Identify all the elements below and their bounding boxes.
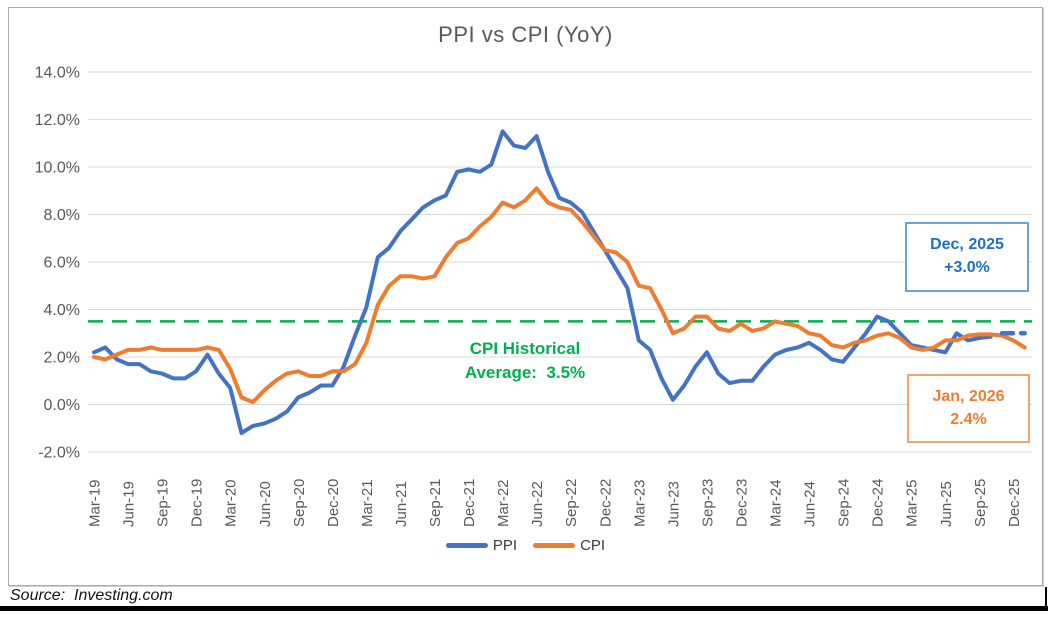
legend-label-ppi: PPI — [492, 537, 518, 554]
cpi-average-annotation-line1: CPI Historical — [469, 339, 581, 358]
ppi-forecast-date: Dec, 2025 — [930, 236, 1004, 253]
ppi-forecast-value: +3.0% — [944, 259, 990, 276]
chart-frame — [8, 7, 1043, 586]
bottom-border-line — [0, 606, 1048, 611]
cpi-average-annotation-line2: Average: 3.5% — [464, 363, 586, 382]
cpi-forecast-callout: Jan, 2026 2.4% — [907, 374, 1030, 443]
legend-item-cpi: CPI — [533, 537, 605, 554]
legend-label-cpi: CPI — [580, 537, 606, 554]
legend: PPI CPI — [8, 537, 1043, 554]
source-caption: Source: Investing.com — [10, 587, 173, 604]
ppi-color-swatch — [445, 543, 488, 548]
chart-title: PPI vs CPI (YoY) — [438, 22, 613, 47]
cpi-color-swatch — [533, 543, 576, 548]
ppi-forecast-callout: Dec, 2025 +3.0% — [905, 222, 1029, 292]
bottom-border-riser — [1045, 587, 1047, 611]
cpi-forecast-value: 2.4% — [950, 411, 987, 428]
cpi-average-annotation: CPI Historical Average: 3.5% — [415, 337, 635, 385]
cpi-forecast-date: Jan, 2026 — [932, 388, 1005, 405]
legend-item-ppi: PPI — [445, 537, 518, 554]
